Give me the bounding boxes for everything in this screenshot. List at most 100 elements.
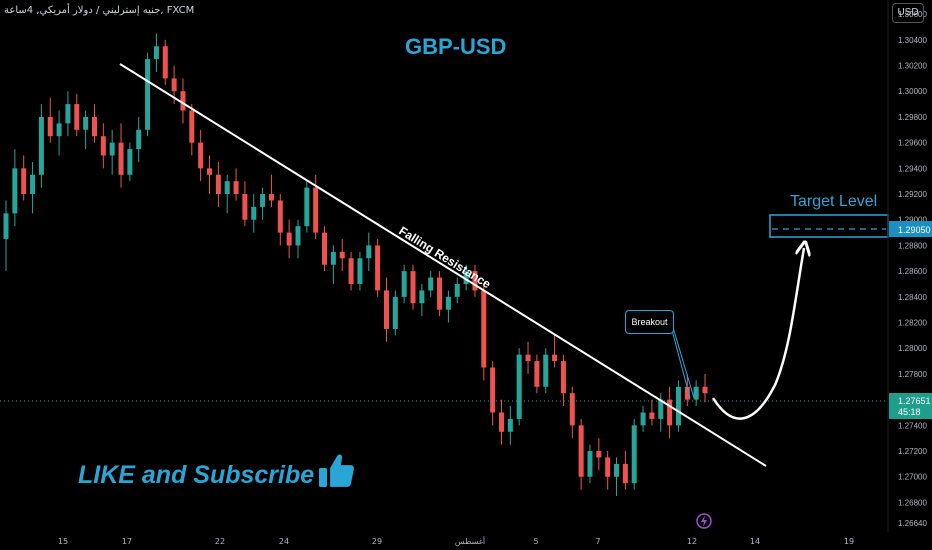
price-tick-label: 1.27400	[898, 421, 927, 430]
falling-resistance-trendline[interactable]	[119, 63, 767, 467]
candle-body	[171, 78, 177, 92]
candle	[419, 283, 425, 317]
candle	[622, 451, 628, 490]
price-tick-label: 1.27800	[898, 370, 927, 379]
candle	[118, 123, 124, 188]
candle-body	[667, 399, 673, 426]
price-tick-label: 1.27200	[898, 447, 927, 456]
candle	[242, 181, 248, 227]
price-axis[interactable]: 1.30600 1.30400 1.30200 1.30000 1.29800 1.296…	[898, 10, 927, 528]
candle	[286, 219, 292, 259]
candle-body	[658, 399, 664, 419]
candle	[498, 399, 504, 445]
target-price-badge	[889, 221, 932, 237]
candle-body	[516, 354, 522, 419]
candle	[675, 380, 681, 432]
target-level-zone	[769, 214, 889, 238]
candle-body	[684, 386, 690, 400]
candle	[410, 264, 416, 310]
lightning-icon[interactable]	[696, 513, 712, 529]
candle-body	[410, 271, 416, 304]
candle-body	[490, 367, 496, 413]
candle-body	[12, 168, 18, 214]
candle	[180, 78, 186, 124]
candle	[552, 335, 558, 368]
candle	[56, 110, 62, 156]
candle	[702, 373, 708, 403]
candle	[65, 91, 71, 137]
candle	[21, 155, 27, 201]
price-tick-label: 1.28400	[898, 293, 927, 302]
candle	[348, 251, 354, 291]
candle-body	[339, 251, 345, 259]
candle	[375, 239, 381, 297]
breakout-callout: Breakout	[625, 310, 674, 334]
candle-body	[286, 232, 292, 246]
candle	[605, 451, 611, 490]
candle	[38, 104, 44, 188]
candle	[640, 406, 646, 432]
candle	[401, 264, 407, 304]
symbol-title[interactable]: جنيه إسترليني / دولار أمريكي, 4ساعة, FXC…	[4, 5, 195, 16]
price-tick-label: 1.30400	[898, 36, 927, 45]
candle-body	[649, 412, 655, 419]
time-axis[interactable]: 15 17 22 24 29 أغسطس 5 7 12 14 19	[58, 536, 854, 546]
candle-body	[640, 412, 646, 426]
candle-body	[198, 142, 204, 169]
candle	[366, 232, 372, 272]
projection-arrow	[711, 248, 804, 420]
candle	[109, 129, 115, 175]
candle	[667, 386, 673, 439]
candle-body	[118, 142, 124, 175]
like-subscribe-text: LIKE and Subscribe	[78, 461, 315, 489]
time-tick-label: 29	[372, 537, 382, 546]
candle-body	[463, 271, 469, 284]
candle-body	[622, 463, 628, 484]
candle-body	[569, 393, 575, 426]
price-tick-label: 1.29200	[898, 190, 927, 199]
price-tick-label: 1.30600	[898, 10, 927, 19]
price-tick-label: 1.26640	[898, 519, 927, 528]
time-tick-label: 22	[215, 537, 225, 546]
candle	[490, 361, 496, 426]
candle-body	[47, 116, 53, 137]
candle-body	[587, 451, 593, 477]
candle-body	[507, 418, 513, 432]
bar-countdown-text: 45:18	[898, 407, 921, 417]
candle-body	[74, 104, 80, 130]
candle	[3, 200, 9, 272]
currency-button[interactable]: USD	[892, 3, 924, 23]
candle-body	[392, 296, 398, 329]
candle	[100, 123, 106, 169]
candle-body	[675, 386, 681, 426]
candle-body	[375, 245, 381, 291]
time-tick-label: 24	[279, 537, 289, 546]
candle-body	[693, 386, 699, 400]
candle-body	[38, 116, 44, 175]
candle-body	[207, 168, 213, 175]
candle-body	[65, 104, 71, 124]
candle-body	[91, 116, 97, 137]
candle-body	[109, 142, 115, 156]
thumbs-up-icon	[319, 454, 355, 488]
candle-body	[189, 110, 195, 143]
candle-body	[534, 361, 540, 387]
candle	[463, 264, 469, 291]
candle	[12, 149, 18, 227]
price-tick-label: 1.29400	[898, 164, 927, 173]
candle	[383, 277, 389, 342]
candle-body	[56, 123, 62, 137]
candle	[543, 348, 549, 394]
candle-body	[552, 354, 558, 362]
candle-body	[313, 187, 319, 233]
candle-body	[596, 451, 602, 458]
candle	[428, 271, 434, 297]
candle-body	[127, 149, 133, 175]
candle	[295, 219, 301, 259]
price-tick-label: 1.26800	[898, 498, 927, 507]
candle-body	[401, 271, 407, 297]
candle-body	[100, 136, 106, 156]
candle	[534, 354, 540, 394]
candle	[472, 264, 478, 297]
